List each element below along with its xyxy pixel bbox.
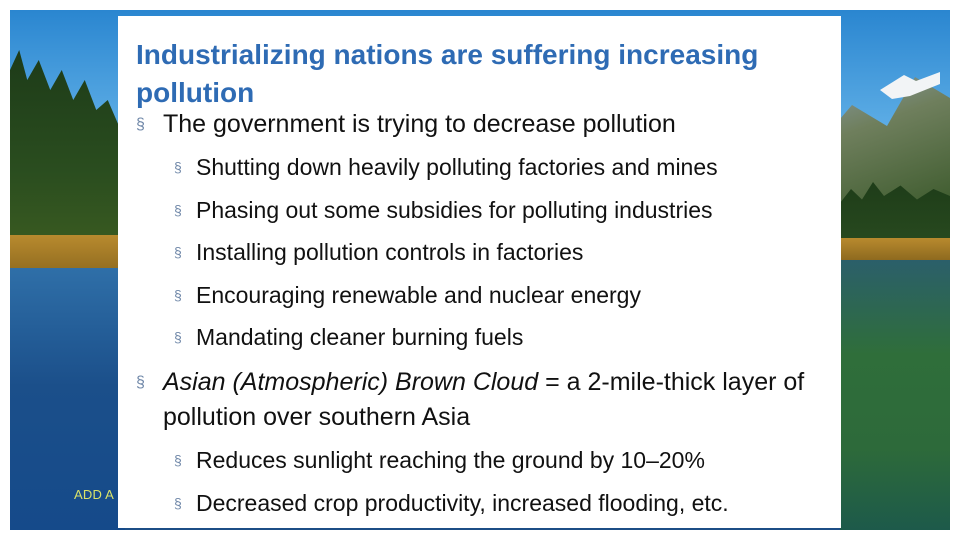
bullet-marker-icon: § xyxy=(174,452,182,468)
bullet-level1: § Asian (Atmospheric) Brown Cloud = a 2-… xyxy=(136,365,826,435)
bullet-marker-icon: § xyxy=(174,244,182,260)
bullet-level2: § Reduces sunlight reaching the ground b… xyxy=(174,443,834,478)
bullet-text: Encouraging renewable and nuclear energy xyxy=(196,282,641,308)
footer-text: ADD A xyxy=(74,487,115,502)
bullet-text: Reduces sunlight reaching the ground by … xyxy=(196,447,705,473)
bullet-level2: § Shutting down heavily polluting factor… xyxy=(174,150,834,185)
bullet-text: Mandating cleaner burning fuels xyxy=(196,324,524,350)
bullet-level2: § Encouraging renewable and nuclear ener… xyxy=(174,278,834,313)
bullet-marker-icon: § xyxy=(174,202,182,218)
lake-left xyxy=(10,268,125,530)
bullet-definition: = a 2-mile-thick layer of pollution over… xyxy=(163,368,805,431)
content-panel: Industrializing nations are suffering in… xyxy=(118,16,841,528)
bullet-term: Asian (Atmospheric) Brown Cloud xyxy=(163,368,539,396)
bullet-text: Phasing out some subsidies for polluting… xyxy=(196,197,713,223)
bullet-marker-icon: § xyxy=(174,159,182,175)
bullet-marker-icon: § xyxy=(174,329,182,345)
lake-right xyxy=(840,260,950,530)
bullet-text: Asian (Atmospheric) Brown Cloud = a 2-mi… xyxy=(136,365,826,435)
bullet-marker-icon: § xyxy=(136,116,145,133)
bullet-level2: § Decreased crop productivity, increased… xyxy=(174,486,834,521)
bullet-marker-icon: § xyxy=(174,495,182,511)
bullet-text: The government is trying to decrease pol… xyxy=(163,110,676,138)
bullet-level2: § Phasing out some subsidies for polluti… xyxy=(174,193,834,228)
bullet-marker-icon: § xyxy=(174,287,182,303)
bullet-level1: § The government is trying to decrease p… xyxy=(136,107,826,142)
grass-right xyxy=(840,238,950,260)
bullet-level2: § Mandating cleaner burning fuels xyxy=(174,320,834,355)
bullet-level2: § Installing pollution controls in facto… xyxy=(174,235,834,270)
bullet-text: Decreased crop productivity, increased f… xyxy=(196,490,729,516)
slide-title: Industrializing nations are suffering in… xyxy=(136,39,759,108)
bullet-text: Shutting down heavily polluting factorie… xyxy=(196,154,718,180)
bullet-marker-icon: § xyxy=(136,374,145,391)
bullet-text: Installing pollution controls in factori… xyxy=(196,239,584,265)
